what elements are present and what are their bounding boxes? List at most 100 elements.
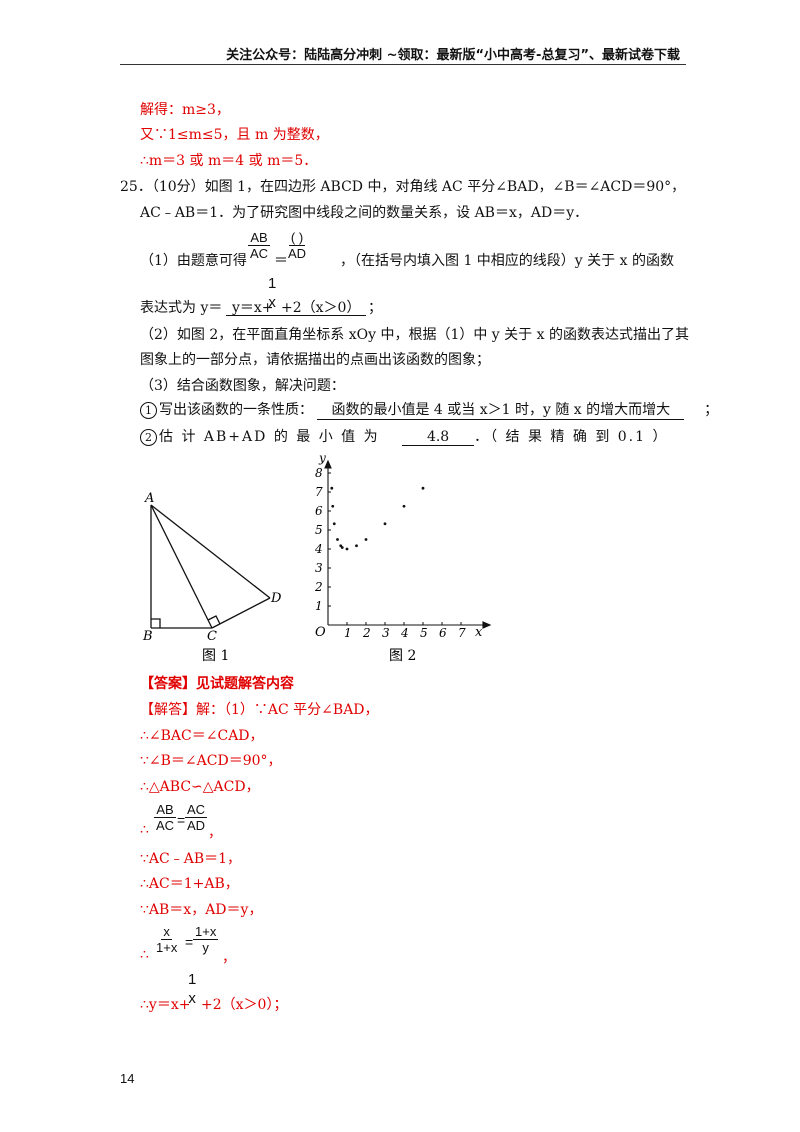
x-tick-label: 2 <box>362 626 371 640</box>
data-point <box>364 538 368 541</box>
q25-item-1-end: ； <box>704 402 719 418</box>
solution-line-5-therefore: ∴ <box>140 822 149 838</box>
right-angle-c <box>207 615 221 625</box>
frac-numerator: 1+x <box>193 924 219 940</box>
data-point <box>402 504 406 508</box>
solution-line-9-end: ， <box>222 950 236 966</box>
solution-frac-x-1px: x 1+x <box>154 924 179 955</box>
q25-frac-ab-ac: AB AC <box>248 230 270 261</box>
q25-expr-frac: 1 x <box>266 274 278 312</box>
data-point <box>345 547 349 551</box>
data-point <box>340 546 344 549</box>
prev-line-1: 解得：m≥3， <box>140 102 230 118</box>
label-b: B <box>142 629 153 644</box>
solution-line-4: ∴△ABC∽△ACD， <box>140 779 260 795</box>
solution-line-9-therefore: ∴ <box>140 947 149 963</box>
label-d: D <box>270 591 282 606</box>
solution-line-8: ∵AB＝x，AD＝y， <box>140 902 263 918</box>
solution-frac-ac-ad: AC AD <box>185 802 208 833</box>
solution-equals-5: = <box>177 812 186 828</box>
frac-denominator: AC <box>250 246 269 261</box>
q25-expr-end: ； <box>368 300 382 316</box>
y-tick-label: 8 <box>315 466 323 480</box>
circled-number-1: 1 <box>140 402 157 419</box>
solution-frac-ab-ac: AB AC <box>154 802 176 833</box>
y-tick-label: 1 <box>315 599 323 613</box>
q25-part1-prefix: （1）由题意可得 <box>140 253 247 269</box>
q25-part2-line-2: 图象上的一部分点，请依据描出的点画出该函数的图象； <box>140 352 490 368</box>
page-header: 关注公众号：陆陆高分冲刺 ~领取：最新版“小中高考-总复习”、最新试卷下载 <box>226 48 680 63</box>
q25-expr-answer-a: y＝x+ <box>232 300 274 316</box>
data-point <box>421 486 425 490</box>
solution-line-7: ∴AC＝1+AB， <box>140 876 239 892</box>
figure-1-quadrilateral: A B C D 图 1 <box>142 491 282 664</box>
frac-numerator: AC <box>185 802 208 818</box>
segment-cd <box>211 597 271 629</box>
data-point <box>336 538 339 541</box>
x-tick-label: 5 <box>420 626 428 640</box>
header-rule <box>120 64 686 65</box>
segment-ac <box>150 504 213 629</box>
label-c: C <box>207 629 217 644</box>
segment-ad <box>150 504 271 599</box>
q25-item-1: 1 写出该函数的一条性质： 函数的最小值是 4 或当 x＞1 时，y 随 x 的增… <box>140 399 718 420</box>
page-number: 14 <box>120 1071 135 1086</box>
solution-line-2: ∴∠BAC＝∠CAD， <box>140 728 264 744</box>
q25-part2-line-1: （2）如图 2，在平面直角坐标系 xOy 中，根据（1）中 y 关于 x 的函数… <box>140 327 689 343</box>
frac-denominator: y <box>202 940 209 955</box>
q25-intro-2: AC﹣AB＝1．为了研究图中线段之间的数量关系，设 AB＝x，AD＝y． <box>140 205 589 221</box>
y-tick-label: 2 <box>314 580 323 594</box>
data-point <box>330 486 334 490</box>
x-tick-label: 6 <box>439 626 447 640</box>
solution-equals-9: = <box>185 934 194 950</box>
frac-numerator: 1 <box>268 275 277 292</box>
data-point <box>331 504 335 508</box>
q25-intro-1: 25．（10分）如图 1，在四边形 ABCD 中，对角线 AC 平分∠BAD，∠… <box>120 179 686 195</box>
frac-denominator: x <box>268 294 276 311</box>
answer-title: 【答案】见试题解答内容 <box>140 676 294 692</box>
prev-line-2: 又∵1≤m≤5，且 m 为整数， <box>140 127 329 143</box>
y-axis-arrow <box>324 459 332 469</box>
y-tick-label: 4 <box>314 542 323 556</box>
right-angle-b <box>151 618 161 628</box>
frac-numerator: AB <box>154 802 176 818</box>
x-axis-label: x <box>475 625 483 640</box>
y-tick-label: 7 <box>315 485 323 499</box>
q25-item-2-prefix: 估 计 AB+AD 的 最 小 值 为 <box>159 429 380 445</box>
label-a: A <box>144 491 154 506</box>
q25-item-1-answer: 函数的最小值是 4 或当 x＞1 时，y 随 x 的增大而增大 <box>317 399 685 420</box>
y-tick-label: 3 <box>315 561 323 575</box>
y-axis-label: y <box>318 451 326 465</box>
circled-number-2: 2 <box>140 429 157 446</box>
q25-part1-suffix: ，（在括号内填入图 1 中相应的线段）y 关于 x 的函数 <box>340 253 674 269</box>
frac-numerator: x <box>161 924 172 940</box>
frac-numerator: 1 <box>188 971 197 988</box>
solution-label: 【解答】解：（1）∵AC 平分∠BAD， <box>140 702 379 718</box>
data-point <box>332 522 336 526</box>
q25-frac-blank-ad: ( ) AD <box>286 230 308 261</box>
frac-denominator: 1+x <box>156 940 178 955</box>
q25-expr-answer-b: +2（x＞0） <box>281 300 361 316</box>
frac-numerator: ( ) <box>288 230 306 246</box>
frac-denominator: AC <box>156 818 175 833</box>
data-point <box>355 544 358 548</box>
y-tick-label: 6 <box>315 504 323 518</box>
data-point <box>383 522 387 526</box>
frac-denominator: x <box>188 990 196 1007</box>
x-tick-label: 4 <box>400 626 409 640</box>
frac-numerator: AB <box>248 230 270 246</box>
x-tick-label: 1 <box>344 626 352 640</box>
frac-denominator: AD <box>187 818 206 833</box>
q25-part3: （3）结合函数图象，解决问题： <box>140 378 345 394</box>
solution-line-10a: ∴y＝x+ <box>140 997 191 1013</box>
solution-line-3: ∵∠B＝∠ACD＝90°， <box>140 753 282 769</box>
prev-line-3: ∴m＝3 或 m＝4 或 m＝5． <box>140 153 318 169</box>
solution-frac-1px-y: 1+x y <box>193 924 219 955</box>
solution-line-10b: +2（x＞0）； <box>201 997 288 1013</box>
frac-denominator: AD <box>288 246 307 261</box>
q25-expr-blank <box>226 297 366 316</box>
q25-item-1-prefix: 写出该函数的一条性质： <box>159 402 313 418</box>
x-tick-label: 3 <box>382 626 390 640</box>
